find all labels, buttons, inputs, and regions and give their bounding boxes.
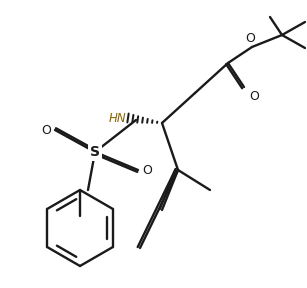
Text: HN: HN	[108, 111, 126, 124]
Text: S: S	[90, 145, 100, 159]
Text: O: O	[249, 90, 259, 103]
Text: O: O	[245, 32, 255, 45]
Text: O: O	[41, 124, 51, 137]
Text: O: O	[142, 164, 152, 177]
